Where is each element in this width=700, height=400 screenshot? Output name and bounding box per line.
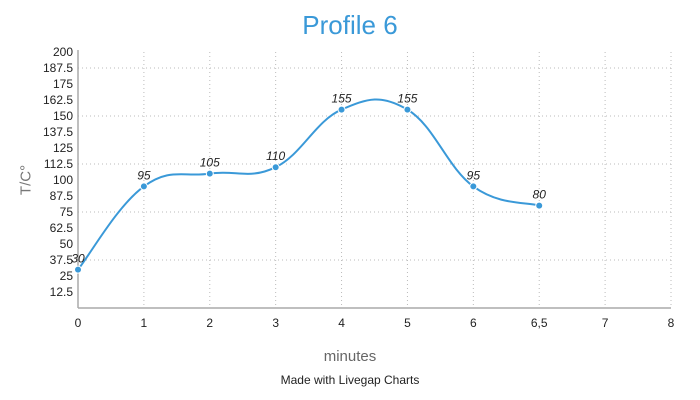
y-tick-label: 75: [60, 205, 74, 219]
x-tick-label: 8: [668, 316, 675, 330]
y-tick-label: 150: [53, 109, 73, 123]
data-value-label: 30: [71, 252, 85, 266]
data-value-label: 95: [137, 168, 151, 182]
x-tick-label: 6,5: [531, 316, 548, 330]
data-point: [205, 169, 214, 178]
x-tick-label: 7: [602, 316, 609, 330]
y-tick-label: 112.5: [44, 157, 73, 171]
data-point: [271, 163, 280, 172]
y-tick-label: 162.5: [43, 93, 73, 107]
x-tick-label: 6: [470, 316, 477, 330]
data-value-label: 110: [266, 149, 285, 163]
data-point: [403, 105, 412, 114]
y-tick-label: 187.5: [43, 61, 73, 75]
y-tick-label: 37.5: [50, 253, 74, 267]
y-tick-label: 125: [53, 141, 73, 155]
y-tick-label: 87.5: [50, 189, 74, 203]
data-point: [535, 201, 544, 210]
x-tick-label: 0: [75, 316, 82, 330]
x-tick-label: 4: [338, 316, 345, 330]
x-axis-label: minutes: [323, 348, 377, 365]
y-tick-label: 50: [60, 237, 74, 251]
data-point: [469, 182, 478, 191]
data-point: [337, 105, 346, 114]
y-tick-label: 62.5: [50, 221, 74, 235]
x-tick-label: 3: [272, 316, 279, 330]
chart-title: Profile 6: [302, 10, 398, 40]
credit-text: Made with Livegap Charts: [280, 373, 420, 387]
y-tick-label: 100: [53, 173, 73, 187]
x-tick-label: 2: [206, 316, 213, 330]
y-tick-label: 12.5: [50, 285, 74, 299]
x-tick-label: 1: [141, 316, 148, 330]
data-value-label: 80: [533, 188, 547, 202]
data-value-label: 155: [397, 92, 417, 106]
y-tick-label: 137.5: [43, 125, 73, 139]
data-value-label: 105: [200, 156, 220, 170]
x-tick-label: 5: [404, 316, 411, 330]
y-tick-label: 200: [53, 45, 73, 59]
data-value-label: 95: [467, 168, 481, 182]
data-point: [74, 265, 82, 274]
y-tick-label: 25: [60, 269, 74, 283]
y-tick-label: 175: [53, 77, 73, 91]
data-point: [139, 182, 148, 191]
data-value-label: 155: [332, 92, 352, 106]
